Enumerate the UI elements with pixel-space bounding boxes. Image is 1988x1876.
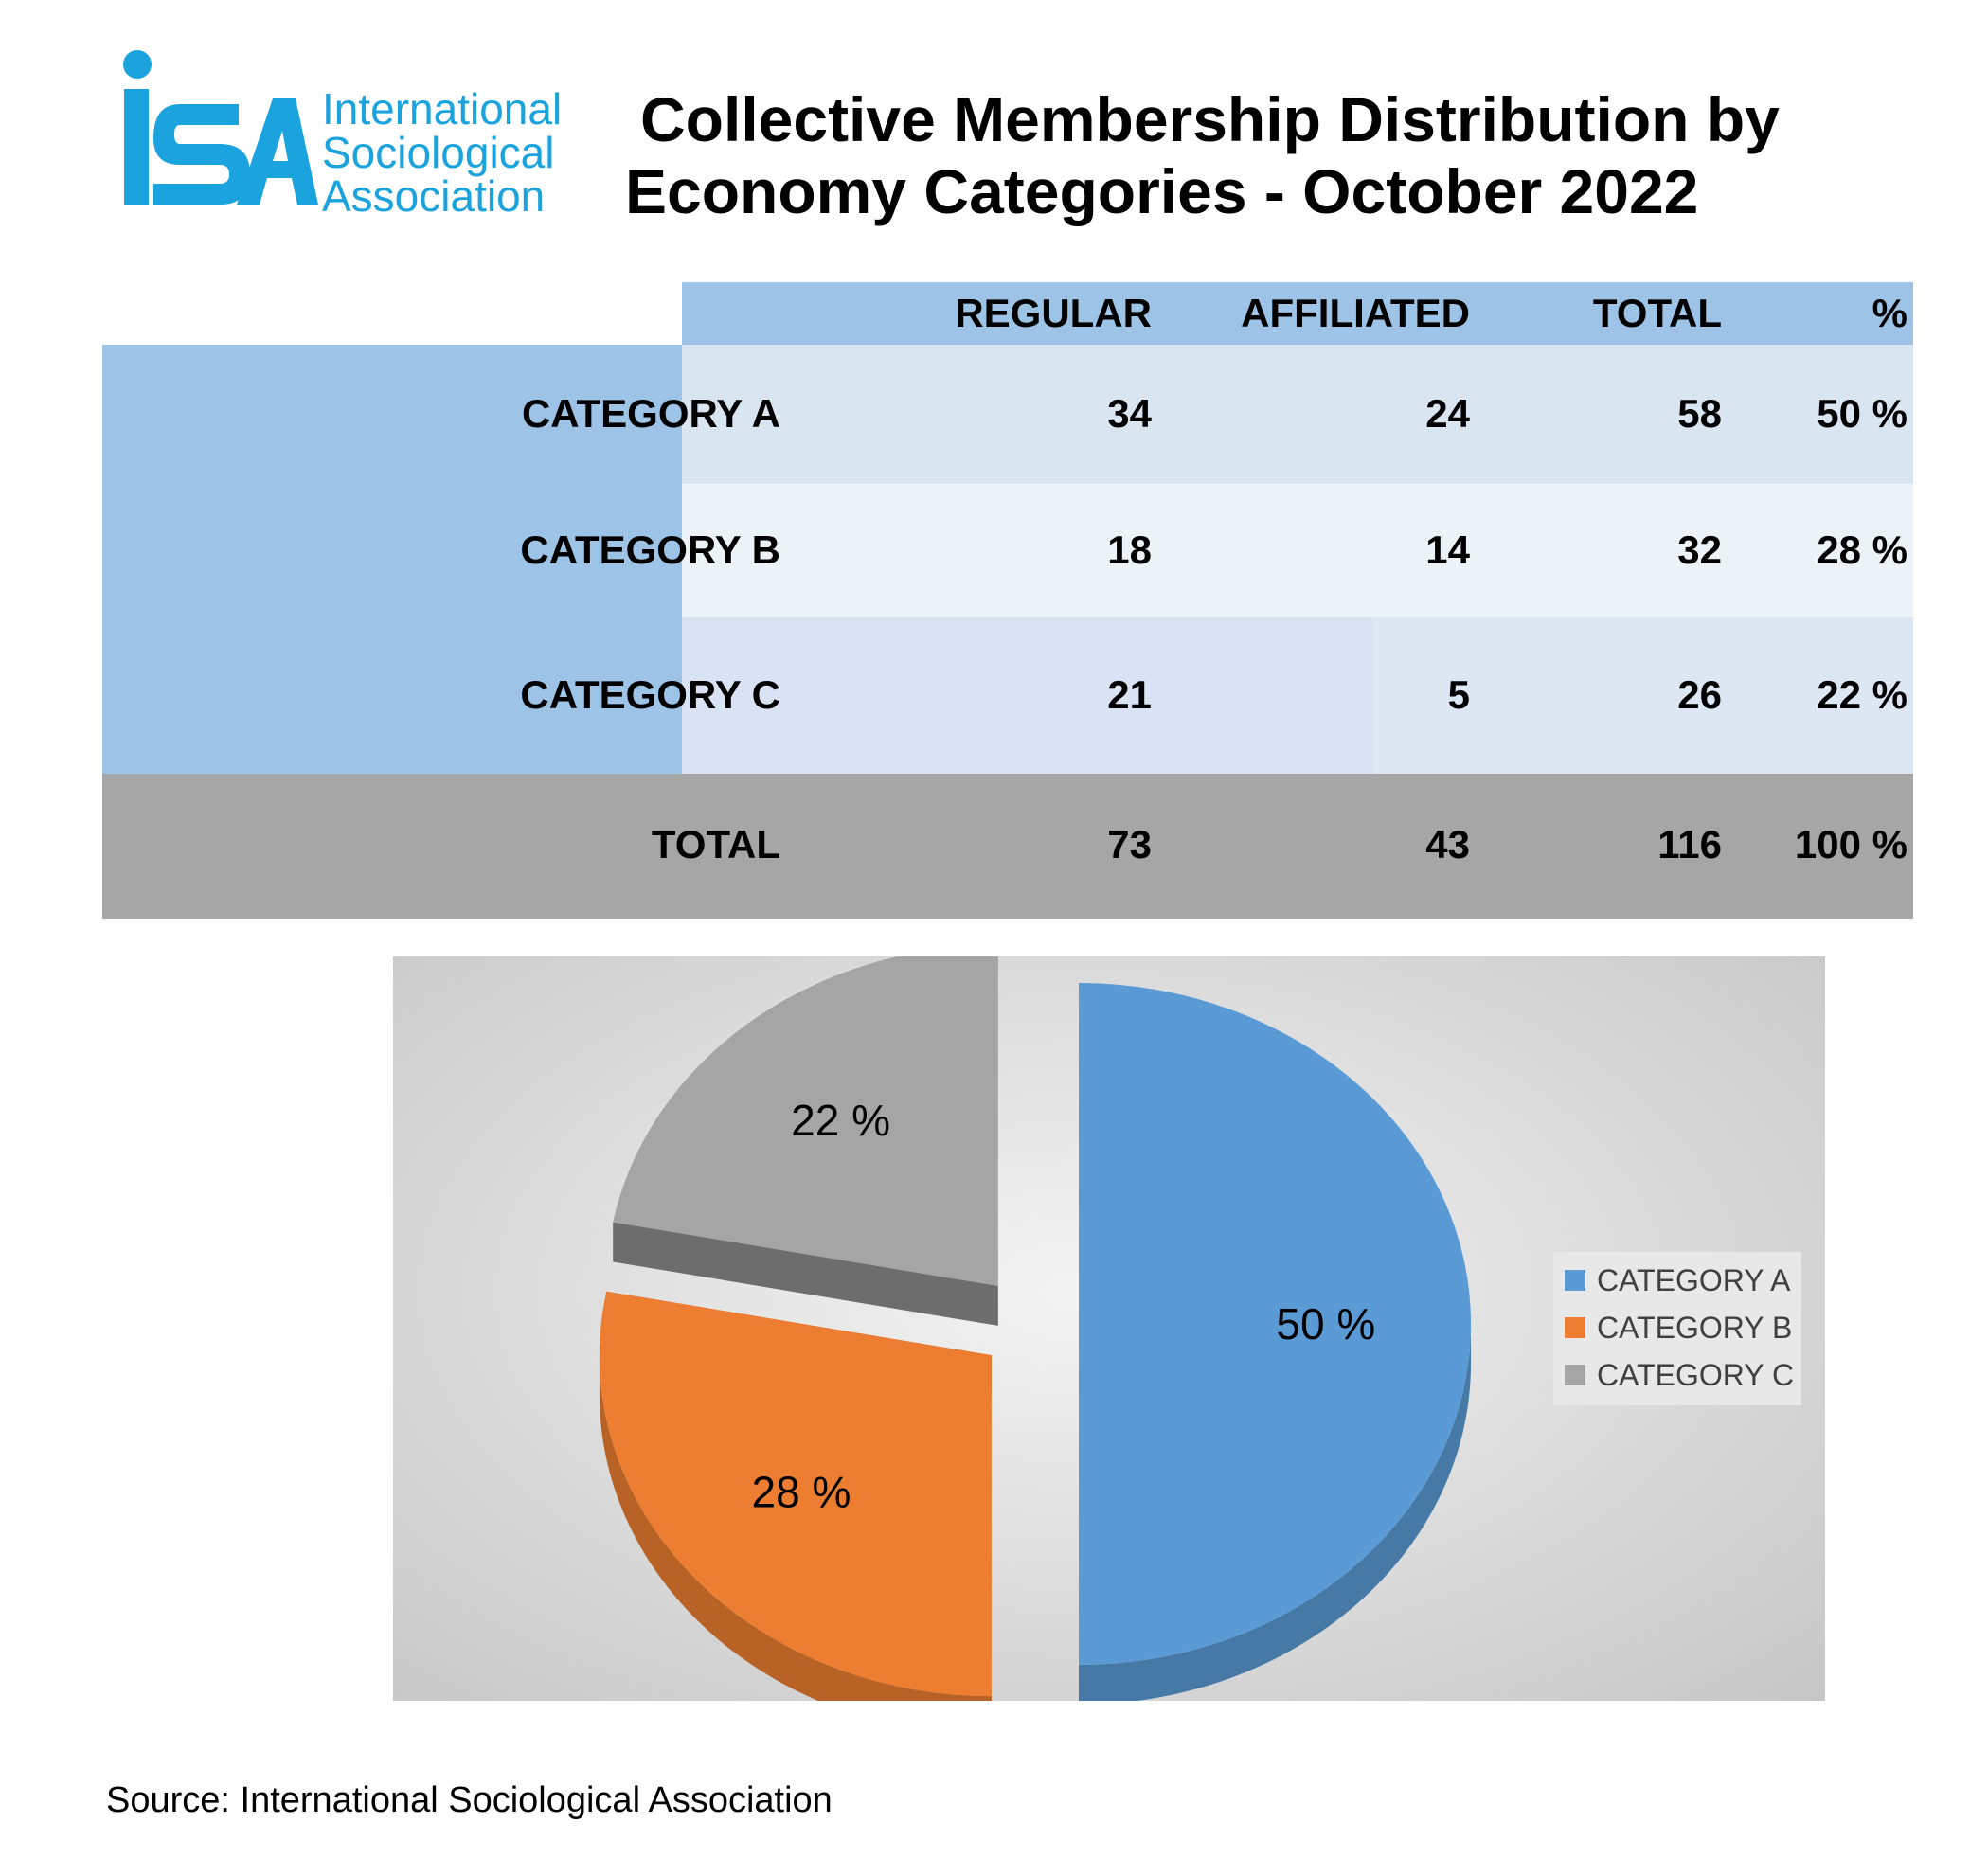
total-regular: 73 — [1107, 822, 1152, 867]
pie-slice-side — [1079, 1324, 1471, 1701]
logo-line: Sociological — [322, 128, 555, 177]
cell-total: 58 — [1677, 391, 1722, 436]
cell-total: 32 — [1677, 527, 1722, 572]
legend-item: CATEGORY B — [1565, 1304, 1792, 1351]
legend-item: CATEGORY C — [1565, 1351, 1794, 1399]
cell-affiliated: 24 — [1425, 391, 1470, 436]
legend-label: CATEGORY C — [1597, 1357, 1795, 1392]
table-total-row — [102, 774, 1913, 919]
pie-slice — [599, 1291, 992, 1697]
cell-regular: 21 — [1107, 672, 1152, 717]
logo-line: Association — [322, 171, 546, 221]
total-label: TOTAL — [651, 822, 780, 867]
cell-affiliated: 14 — [1425, 527, 1470, 572]
isa-logo: International Sociological Association — [121, 49, 595, 220]
cell-percent: 50 % — [1817, 391, 1907, 436]
logo-line: International — [322, 84, 563, 134]
cell-total: 26 — [1677, 672, 1722, 717]
isa-logo-wordmark: International Sociological Association — [322, 87, 562, 218]
row-label: CATEGORY A — [521, 391, 780, 436]
header-total: TOTAL — [1592, 291, 1722, 335]
legend-label: CATEGORY A — [1597, 1262, 1791, 1297]
source-note: Source: International Sociological Assoc… — [106, 1780, 833, 1820]
legend-swatch — [1565, 1317, 1585, 1338]
chart-legend: CATEGORY A CATEGORY B CATEGORY C — [1553, 1252, 1801, 1405]
legend-item: CATEGORY A — [1565, 1257, 1791, 1304]
table-row-band — [682, 484, 1913, 617]
pie-data-label: 28 % — [752, 1468, 851, 1517]
pie-chart-panel: 50 % 28 % 22 % CATEGORY A CATEGORY B CATEG… — [393, 956, 1825, 1701]
cell-percent: 28 % — [1817, 527, 1907, 572]
isa-logo-mark — [123, 50, 318, 205]
pie-data-label: 50 % — [1276, 1299, 1375, 1349]
pie-data-label: 22 % — [791, 1096, 890, 1145]
legend-swatch — [1565, 1365, 1585, 1385]
pie-chart: 50 % 28 % 22 % — [599, 956, 1471, 1701]
total-affiliated: 43 — [1425, 822, 1470, 867]
table-row-band — [1373, 617, 1913, 774]
legend-swatch — [1565, 1270, 1585, 1291]
cell-regular: 18 — [1107, 527, 1152, 572]
cell-percent: 22 % — [1817, 672, 1907, 717]
row-label-column — [102, 345, 682, 774]
pie-slice — [613, 956, 998, 1286]
row-label: CATEGORY B — [520, 527, 780, 572]
title-line-1: Collective Membership Distribution by — [640, 84, 1780, 154]
total-percent: 100 % — [1794, 822, 1907, 867]
pie-slice — [1079, 983, 1471, 1665]
cell-regular: 34 — [1107, 391, 1152, 436]
total-total: 116 — [1657, 822, 1722, 867]
page-title: Collective Membership Distribution by Ec… — [625, 83, 1856, 227]
table-row-band — [682, 345, 1913, 484]
header-percent: % — [1872, 291, 1907, 335]
membership-table: REGULAR AFFILIATED TOTAL % CATEGORY A 34… — [102, 282, 1913, 919]
pie-slice-side — [599, 1355, 992, 1701]
table-header-band — [682, 282, 1913, 345]
title-line-2: Economy Categories - October 2022 — [625, 156, 1699, 226]
cell-affiliated: 5 — [1447, 672, 1470, 717]
row-label: CATEGORY C — [520, 672, 780, 717]
header-regular: REGULAR — [955, 291, 1152, 335]
header-affiliated: AFFILIATED — [1241, 291, 1470, 335]
pie-slice-edge — [613, 1222, 998, 1326]
legend-label: CATEGORY B — [1597, 1310, 1793, 1345]
